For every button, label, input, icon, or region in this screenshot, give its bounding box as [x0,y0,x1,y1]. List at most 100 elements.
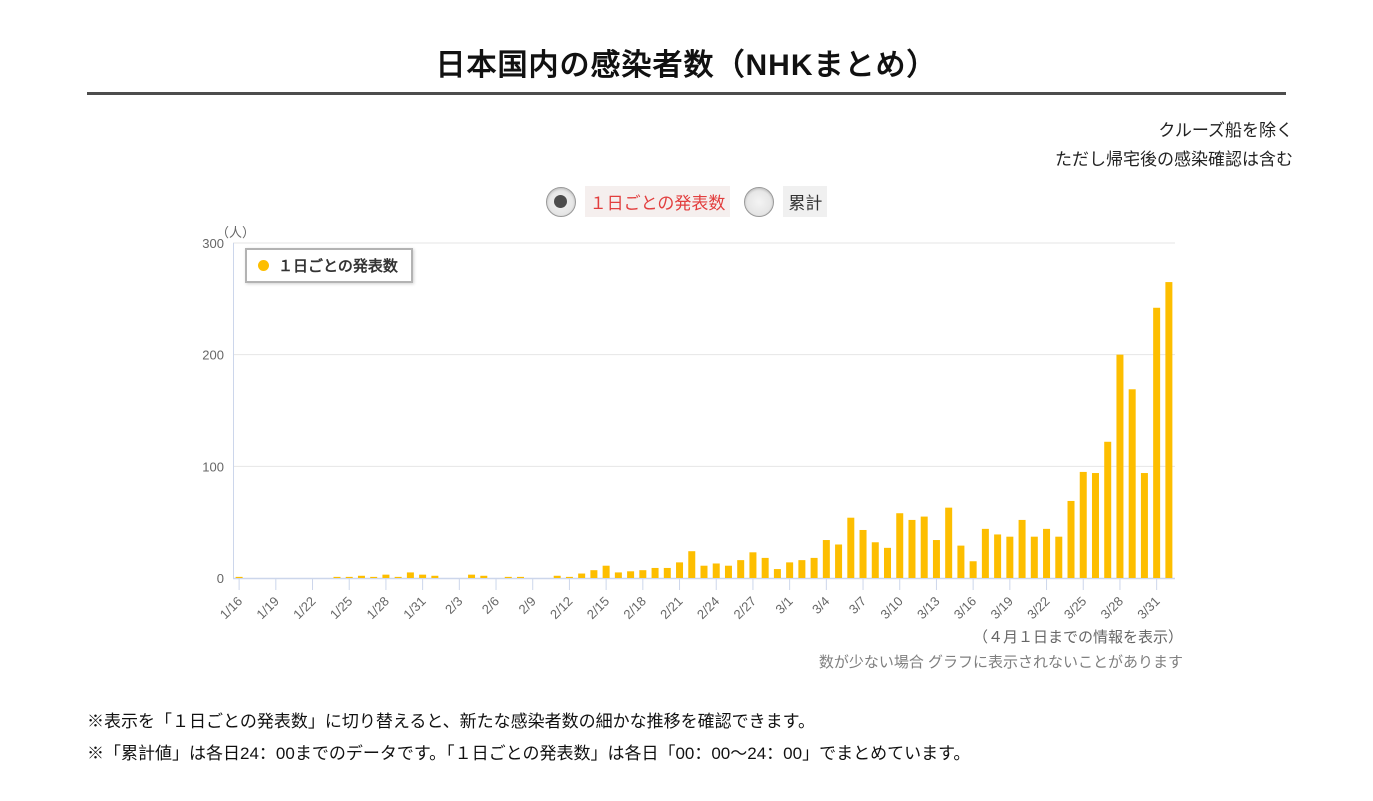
bar-3/18[interactable] [994,534,1002,578]
bar-3/9[interactable] [884,547,892,578]
bar-3/1[interactable] [786,562,794,578]
bar-2/21[interactable] [676,562,684,578]
exclusion-note: クルーズ船を除く ただし帰宅後の感染確認は含む [1055,116,1293,174]
exclusion-note-line1: クルーズ船を除く [1158,121,1293,140]
bar-3/31[interactable] [1153,307,1161,578]
bar-3/29[interactable] [1128,389,1136,578]
radio-daily-label[interactable]: １日ごとの発表数 [584,186,731,217]
y-tick-label-300: 300 [202,236,224,251]
bar-3/5[interactable] [835,544,843,579]
bar-2/27[interactable] [749,552,757,578]
bar-3/17[interactable] [981,528,989,578]
radio-daily-circle[interactable] [545,186,576,217]
bar-2/19[interactable] [651,567,659,578]
y-tick-label-200: 200 [202,348,224,363]
x-tick-label-3/31: 3/31 [1134,594,1163,623]
radio-cumulative[interactable]: 累計 [744,186,828,217]
bar-2/23[interactable] [700,565,708,578]
bar-3/6[interactable] [847,517,855,578]
x-tick-label-3/1: 3/1 [772,594,795,617]
x-tick-label-1/31: 1/31 [400,594,429,623]
bar-3/24[interactable] [1067,500,1075,578]
y-tick-label-100: 100 [202,459,224,474]
bar-3/14[interactable] [945,507,953,578]
bar-1/16[interactable] [235,576,243,578]
bar-2/25[interactable] [724,565,732,578]
bar-1/28[interactable] [382,574,390,578]
bar-3/4[interactable] [822,540,830,578]
data-through-note: （４月１日までの情報を表示） [972,629,1183,646]
bar-1/30[interactable] [406,572,414,578]
x-tick-label-1/25: 1/25 [327,594,356,623]
x-tick-label-1/16: 1/16 [217,594,246,623]
radio-daily[interactable]: １日ごとの発表数 [545,186,731,217]
bar-3/23[interactable] [1055,536,1063,578]
legend[interactable]: １日ごとの発表数 [245,248,413,283]
bar-1/27[interactable] [370,576,378,578]
y-axis-unit-label: （人） [216,225,255,240]
bar-2/26[interactable] [737,560,745,578]
bar-4/1[interactable] [1165,282,1173,578]
bar-2/7[interactable] [504,576,512,578]
bar-3/30[interactable] [1140,473,1148,578]
bar-3/27[interactable] [1104,441,1112,578]
bar-3/3[interactable] [810,557,818,578]
bar-2/24[interactable] [712,563,720,578]
bar-3/25[interactable] [1079,471,1087,578]
legend-label: １日ごとの発表数 [278,258,398,275]
bar-2/4[interactable] [468,574,476,578]
bar-chart: 0 100 200 300 （人） 1/16 1/19 1/22 1/25 1/28 1/31 2/3… [0,222,1373,682]
bar-3/28[interactable] [1116,354,1124,578]
bar-1/31[interactable] [419,574,427,578]
bar-2/8[interactable] [516,576,524,578]
x-tick-label-1/19: 1/19 [253,594,282,623]
bar-2/28[interactable] [761,557,769,578]
bar-3/22[interactable] [1043,528,1051,578]
bar-2/15[interactable] [602,565,610,578]
bar-3/2[interactable] [798,560,806,578]
bar-3/21[interactable] [1030,536,1038,578]
bar-3/11[interactable] [908,519,916,578]
bar-1/26[interactable] [357,575,365,578]
bar-2/11[interactable] [553,575,561,578]
bar-3/8[interactable] [871,542,879,578]
bar-chart-canvas[interactable]: 0 100 200 300（人） 1/16 1/19 1/22 1/25 1/28 1/31 2/3… [0,222,1373,682]
x-tick-label-2/24: 2/24 [694,594,723,623]
bar-3/26[interactable] [1091,473,1099,578]
small-numbers-note: 数が少ない場合 グラフに表示されないことがあります [818,654,1183,671]
bar-3/20[interactable] [1018,519,1026,578]
bar-3/10[interactable] [896,513,904,578]
bar-2/1[interactable] [431,575,439,578]
x-tick-label-1/22: 1/22 [290,594,319,623]
bar-2/12[interactable] [565,576,573,578]
bar-2/16[interactable] [614,572,622,578]
footer-note-line2: ※「累計値」は各日24：00までのデータです。「１日ごとの発表数」は各日「00：… [87,744,971,763]
x-tick-label-3/7: 3/7 [846,594,869,617]
bar-2/29[interactable] [773,569,781,578]
bar-2/20[interactable] [663,567,671,578]
bar-3/16[interactable] [969,561,977,578]
bar-2/17[interactable] [627,571,635,578]
chart-footnotes: （４月１日までの情報を表示） 数が少ない場合 グラフに表示されないことがあります [819,625,1183,675]
bar-3/15[interactable] [957,545,965,578]
exclusion-note-line2: ただし帰宅後の感染確認は含む [1055,150,1293,169]
x-tick-label-2/21: 2/21 [657,594,686,623]
bar-2/18[interactable] [639,570,647,578]
x-tick-label-3/10: 3/10 [877,594,906,623]
x-tick-label-3/19: 3/19 [987,594,1016,623]
x-tick-label-2/18: 2/18 [620,594,649,623]
bar-1/29[interactable] [394,576,402,578]
bar-2/22[interactable] [688,551,696,578]
bar-2/13[interactable] [578,573,586,578]
bar-1/25[interactable] [345,576,353,578]
bar-3/19[interactable] [1006,536,1014,578]
radio-cumulative-label[interactable]: 累計 [783,186,828,217]
bar-2/5[interactable] [480,575,488,578]
bar-3/12[interactable] [920,516,928,578]
radio-cumulative-circle[interactable] [744,186,775,217]
bar-3/7[interactable] [859,529,867,578]
bar-3/13[interactable] [932,540,940,578]
bar-1/24[interactable] [333,576,341,578]
x-tick-label-2/9: 2/9 [515,594,538,617]
bar-2/14[interactable] [590,570,598,578]
